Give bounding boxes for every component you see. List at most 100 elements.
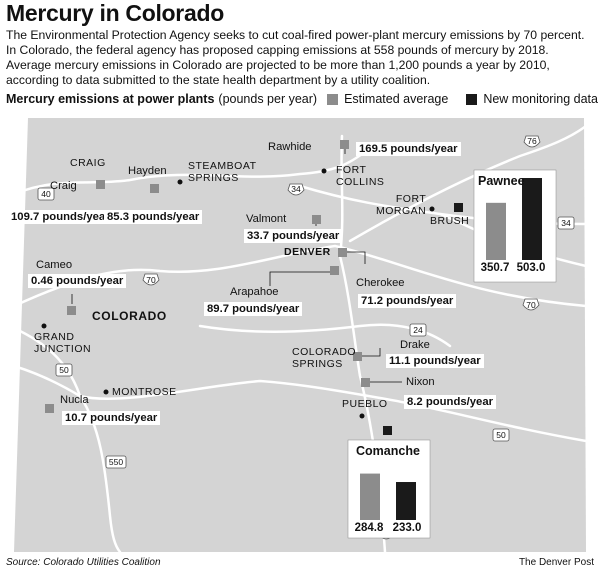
state-land <box>14 118 586 552</box>
highway-shield-70e: 70 <box>522 298 540 311</box>
svg-text:70: 70 <box>146 275 156 285</box>
credit: The Denver Post <box>518 557 594 568</box>
pawnee-new-label: 503.0 <box>516 262 546 274</box>
plant-value-nucla: 10.7 pounds/year <box>62 411 161 425</box>
legend-title: Mercury emissions at power plants <box>6 92 215 106</box>
plant-rawhide <box>340 140 349 149</box>
svg-text:24: 24 <box>413 325 423 335</box>
pawnee-estimated-bar <box>486 202 506 260</box>
leader-cherokee <box>345 251 366 264</box>
monitoring-swatch <box>466 93 478 105</box>
city-fort-morgan: FORT MORGAN <box>376 193 427 217</box>
svg-text:34: 34 <box>561 218 571 228</box>
plant-name-rawhide: Rawhide <box>268 141 312 153</box>
plant-name-cameo: Cameo <box>36 259 73 271</box>
pawnee-bars <box>486 178 542 260</box>
road-co-west <box>12 364 82 398</box>
plant-name-hayden: Hayden <box>128 165 167 177</box>
plant-drake <box>353 352 362 361</box>
svg-text:70: 70 <box>526 300 536 310</box>
dot-fort-morgan <box>429 206 435 212</box>
plant-value-drake: 11.1 pounds/year <box>386 354 484 368</box>
state-label: COLORADO <box>92 309 167 323</box>
plant-name-nixon: Nixon <box>406 376 435 388</box>
headline: Mercury in Colorado <box>6 0 224 26</box>
plant-value-hayden: 85.3 pounds/year <box>104 210 203 224</box>
highway-shield-550: 550 <box>105 455 127 469</box>
road-40 <box>12 150 367 196</box>
city-montrose: MONTROSE <box>112 386 177 398</box>
pawnee-estimated-label: 350.7 <box>480 262 510 274</box>
plant-name-arapahoe: Arapahoe <box>230 286 279 298</box>
plant-valmont <box>312 215 321 224</box>
pawnee-new-monitoring-bar <box>522 178 542 260</box>
plant-nixon <box>361 378 370 387</box>
plant-name-drake: Drake <box>400 339 430 351</box>
colorado-map: 76 34 40 34 70 70 24 50 550 50 25 <box>12 118 588 554</box>
road-50 <box>18 329 588 443</box>
comanche-title: Comanche <box>356 444 420 458</box>
plant-cameo <box>67 306 76 315</box>
svg-text:550: 550 <box>109 457 123 467</box>
comanche-estimated-label: 284.8 <box>354 522 384 534</box>
intro-text: The Environmental Protection Agency seek… <box>6 28 585 87</box>
plant-hayden <box>150 184 159 193</box>
city-fort-collins: FORT COLLINS <box>336 164 385 188</box>
comanche-new-label: 233.0 <box>392 522 422 534</box>
road-i70 <box>12 244 588 308</box>
leader-drake <box>360 348 381 357</box>
plant-value-rawhide: 169.5 pounds/year <box>356 142 461 156</box>
city-craig: CRAIG <box>70 157 106 169</box>
plant-value-craig: 109.7 pounds/year <box>8 210 113 224</box>
city-grand-junction: GRAND JUNCTION <box>34 331 92 355</box>
svg-text:50: 50 <box>59 365 69 375</box>
leader-arapahoe <box>269 271 330 286</box>
plant-cherokee <box>338 248 347 257</box>
plant-arapahoe <box>330 266 339 275</box>
legend-units: (pounds per year) <box>218 92 318 106</box>
dot-montrose <box>103 389 109 395</box>
svg-text:40: 40 <box>41 189 51 199</box>
highway-shield-50w: 50 <box>55 363 73 377</box>
city-pueblo: PUEBLO <box>342 398 388 410</box>
highway-shield-40: 40 <box>37 187 55 201</box>
highway-shield-70w: 70 <box>142 273 160 286</box>
comanche-bars <box>360 473 416 520</box>
plant-pawnee-marker <box>454 203 463 212</box>
svg-text:34: 34 <box>291 184 301 194</box>
city-colorado-springs: COLORADO SPRINGS <box>292 346 357 370</box>
city-steamboat: STEAMBOAT SPRINGS <box>188 160 257 184</box>
legend: Mercury emissions at power plants (pound… <box>6 92 598 106</box>
city-brush: BRUSH <box>430 215 470 227</box>
dot-grand-junction <box>41 323 47 329</box>
highway-shield-34e: 34 <box>557 216 575 230</box>
comanche-new-monitoring-bar <box>396 482 416 520</box>
plant-name-craig: Craig <box>50 180 77 192</box>
highway-shield-34: 34 <box>287 183 305 196</box>
plant-comanche-marker <box>383 426 392 435</box>
estimated-swatch <box>327 93 339 105</box>
highway-shield-24: 24 <box>409 323 427 337</box>
svg-text:76: 76 <box>527 136 537 146</box>
plant-nucla <box>45 404 54 413</box>
plant-value-cherokee: 71.2 pounds/year <box>358 294 457 308</box>
dot-pueblo <box>359 413 365 419</box>
plant-value-valmont: 33.7 pounds/year <box>244 229 343 243</box>
plant-name-cherokee: Cherokee <box>356 277 405 289</box>
dot-fort-collins <box>321 168 327 174</box>
plant-value-cameo: 0.46 pounds/year <box>28 274 127 288</box>
dot-steamboat <box>177 179 183 185</box>
plant-name-valmont: Valmont <box>246 213 287 225</box>
legend-estimated: Estimated average <box>344 92 449 106</box>
svg-text:50: 50 <box>496 430 506 440</box>
plant-value-nixon: 8.2 pounds/year <box>404 395 497 409</box>
comanche-estimated-bar <box>360 473 380 520</box>
highway-shield-50e: 50 <box>492 428 510 442</box>
plant-name-nucla: Nucla <box>60 394 89 406</box>
highway-shield-76: 76 <box>523 135 541 148</box>
plant-craig <box>96 180 105 189</box>
road-76 <box>348 124 588 243</box>
city-denver: DENVER <box>284 246 331 258</box>
pawnee-title: Pawnee <box>478 174 525 188</box>
plant-value-arapahoe: 89.7 pounds/year <box>204 302 303 316</box>
